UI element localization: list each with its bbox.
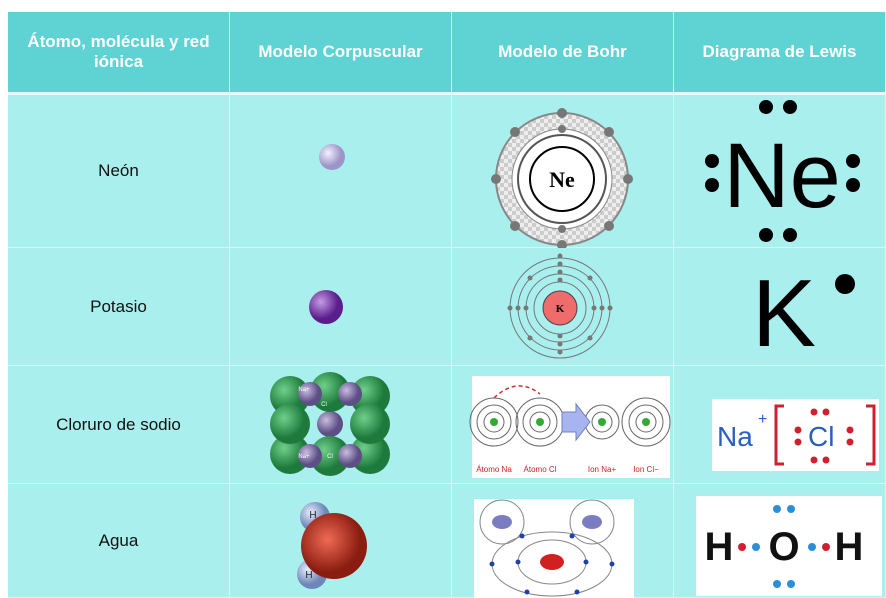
- bohr-caption: Ion Cl−: [633, 465, 659, 474]
- row-name: Cloruro de sodio: [8, 366, 230, 484]
- lewis-symbol: Ne: [723, 125, 841, 227]
- ion-label: Na+: [298, 387, 310, 393]
- nacl-lattice: Na+ Cl Na+ Cl: [270, 372, 390, 476]
- corpuscular-cell: Na+ Cl Na+ Cl: [230, 366, 452, 484]
- water-bohr: [474, 499, 634, 598]
- ion-label: Na+: [298, 454, 310, 460]
- bohr-label: K: [556, 303, 565, 315]
- neon-bohr: Ne: [491, 108, 633, 248]
- atom-label: H: [305, 570, 312, 581]
- header-cell: Átomo, molécula y red iónica: [8, 12, 230, 95]
- lewis-symbol: H: [835, 525, 864, 569]
- header-cell: Modelo Corpuscular: [230, 12, 452, 95]
- corpuscular-cell: [230, 95, 452, 248]
- lewis-cell: H O H: [674, 484, 886, 598]
- corpuscular-cell: [230, 248, 452, 366]
- water-molecule: H H: [297, 502, 367, 589]
- corpuscular-cell: H H: [230, 484, 452, 598]
- bohr-caption: Ion Na+: [588, 465, 617, 474]
- bohr-cell: Ne: [452, 95, 674, 248]
- lewis-cell: K: [674, 248, 886, 366]
- header-cell: Diagrama de Lewis: [674, 12, 886, 95]
- lewis-symbol: H: [705, 525, 734, 569]
- lewis-symbol: Na: [717, 421, 753, 452]
- row-name: Agua: [8, 484, 230, 598]
- potassium-bohr: K: [507, 253, 613, 359]
- ion-label: Cl: [321, 402, 327, 408]
- neon-lewis: Ne: [705, 100, 860, 242]
- bohr-cell: [452, 484, 674, 598]
- row-name: Neón: [8, 95, 230, 248]
- bohr-cell: K: [452, 248, 674, 366]
- bohr-cell: Átomo Na Átomo Cl Ion Na+ Ion Cl−: [452, 366, 674, 484]
- lewis-cell: Ne: [674, 95, 886, 248]
- nacl-bohr: Átomo Na Átomo Cl Ion Na+ Ion Cl−: [469, 376, 671, 478]
- bohr-label: Ne: [549, 167, 575, 192]
- potassium-lewis: K: [752, 260, 855, 366]
- table: Átomo, molécula y red iónica Modelo Corp…: [8, 12, 886, 598]
- row-name: Potasio: [8, 248, 230, 366]
- lewis-symbol: Cl: [808, 421, 834, 452]
- lewis-symbol: O: [768, 525, 799, 569]
- lewis-cell: Na + Cl: [674, 366, 886, 484]
- bohr-caption: Átomo Na: [476, 465, 512, 474]
- header-cell: Modelo de Bohr: [452, 12, 674, 95]
- lewis-symbol: K: [752, 260, 816, 366]
- nacl-lewis: Na + Cl: [712, 399, 879, 471]
- atom-label: H: [309, 510, 316, 521]
- water-lewis: H O H: [696, 496, 882, 596]
- potassium-sphere: [309, 290, 343, 324]
- lewis-charge: +: [758, 411, 767, 428]
- neon-sphere: [319, 144, 345, 170]
- ion-label: Cl: [327, 454, 333, 460]
- bohr-caption: Átomo Cl: [524, 465, 557, 474]
